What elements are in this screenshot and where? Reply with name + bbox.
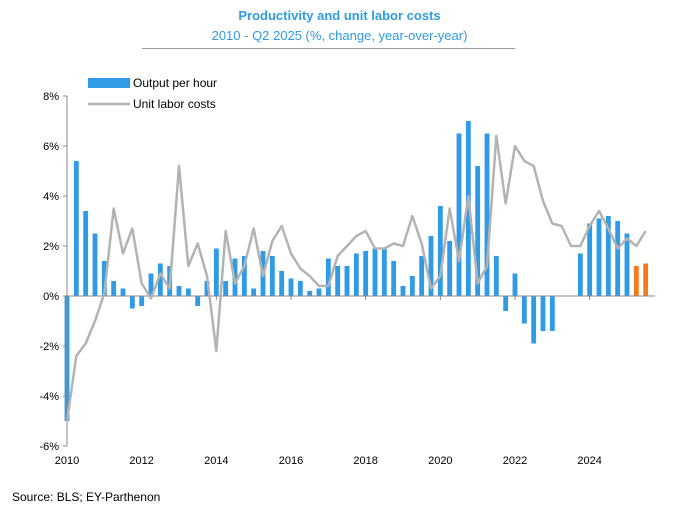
x-tick-label: 2022 <box>503 455 527 467</box>
y-tick-label: 4% <box>43 191 59 203</box>
axes <box>63 95 655 447</box>
x-tick-label: 2012 <box>129 455 153 467</box>
bar-output-per-hour <box>633 266 639 296</box>
bar-output-per-hour <box>596 218 602 296</box>
bar-output-per-hour <box>577 253 583 296</box>
bar-output-per-hour <box>307 291 313 296</box>
bar-output-per-hour <box>428 236 434 296</box>
bar-output-per-hour <box>111 281 117 296</box>
bar-output-per-hour <box>465 121 471 296</box>
bar-output-per-hour <box>83 211 89 296</box>
bar-output-per-hour <box>400 286 406 296</box>
bar-output-per-hour <box>391 261 397 296</box>
bar-output-per-hour <box>335 266 341 296</box>
bar-output-per-hour <box>269 256 275 296</box>
bar-output-per-hour <box>176 286 182 296</box>
bar-output-per-hour <box>643 263 649 296</box>
bar-group <box>64 121 649 421</box>
bar-output-per-hour <box>213 248 219 296</box>
bar-output-per-hour <box>73 161 79 296</box>
bar-output-per-hour <box>185 288 191 296</box>
bar-output-per-hour <box>512 273 518 296</box>
bar-output-per-hour <box>139 296 145 306</box>
x-tick-label: 2024 <box>577 455 601 467</box>
bar-output-per-hour <box>223 281 229 296</box>
bar-output-per-hour <box>587 223 593 296</box>
x-tick-label: 2020 <box>428 455 452 467</box>
x-tick-label: 2014 <box>204 455 228 467</box>
x-tick-label: 2018 <box>353 455 377 467</box>
legend-label-unit-labor-costs: Unit labor costs <box>133 97 216 111</box>
bar-output-per-hour <box>372 248 378 296</box>
bar-output-per-hour <box>456 133 462 296</box>
bar-output-per-hour <box>157 263 163 296</box>
x-tick-label: 2016 <box>279 455 303 467</box>
bar-output-per-hour <box>419 256 425 296</box>
chart-subtitle: 2010 - Q2 2025 (%, change, year-over-yea… <box>211 28 468 43</box>
x-tick-label: 2010 <box>55 455 79 467</box>
tick-labels: -6% -4% -2% 0% 2% 4% 6% 8% 2010 2012 2014 2016 2018 2… <box>39 91 601 467</box>
series-line-unit-labor-costs <box>65 134 647 422</box>
bar-output-per-hour <box>279 271 285 296</box>
bar-output-per-hour <box>624 233 630 296</box>
bar-output-per-hour <box>437 206 443 296</box>
bar-output-per-hour <box>316 288 322 296</box>
bar-output-per-hour <box>549 296 555 331</box>
bar-output-per-hour <box>363 251 369 296</box>
bar-output-per-hour <box>241 256 247 296</box>
bar-output-per-hour <box>92 233 98 296</box>
bar-output-per-hour <box>503 296 509 311</box>
bar-output-per-hour <box>475 166 481 296</box>
bar-output-per-hour <box>353 253 359 296</box>
bar-output-per-hour <box>409 276 415 296</box>
title-rule <box>142 48 515 49</box>
legend-label-output-per-hour: Output per hour <box>133 76 217 90</box>
bar-output-per-hour <box>204 281 210 296</box>
bar-output-per-hour <box>148 273 154 296</box>
legend-swatch-output-per-hour <box>88 78 130 88</box>
bar-output-per-hour <box>251 288 257 296</box>
y-tick-label: -2% <box>39 341 59 353</box>
bar-output-per-hour <box>521 296 527 324</box>
bar-output-per-hour <box>288 278 294 296</box>
bar-output-per-hour <box>605 216 611 296</box>
bar-output-per-hour <box>101 261 107 296</box>
bar-output-per-hour <box>531 296 537 344</box>
bar-output-per-hour <box>381 248 387 296</box>
bar-output-per-hour <box>195 296 201 306</box>
legend: Output per hour Unit labor costs <box>88 76 217 111</box>
line-group <box>65 134 647 422</box>
bar-output-per-hour <box>615 221 621 296</box>
y-tick-label: 6% <box>43 141 59 153</box>
chart-title: Productivity and unit labor costs <box>238 8 441 23</box>
y-tick-label: 0% <box>43 291 59 303</box>
bar-output-per-hour <box>344 266 350 296</box>
source-note: Source: BLS; EY-Parthenon <box>12 490 161 504</box>
bar-output-per-hour <box>493 256 499 296</box>
bar-output-per-hour <box>120 288 126 296</box>
bar-output-per-hour <box>129 296 135 309</box>
bar-output-per-hour <box>297 281 303 296</box>
bar-output-per-hour <box>540 296 546 331</box>
y-tick-label: 2% <box>43 241 59 253</box>
bar-output-per-hour <box>447 241 453 296</box>
bar-output-per-hour <box>325 258 331 296</box>
y-tick-label: -6% <box>39 441 59 453</box>
y-tick-label: -4% <box>39 391 59 403</box>
y-tick-label: 8% <box>43 91 59 103</box>
bar-output-per-hour <box>484 133 490 296</box>
